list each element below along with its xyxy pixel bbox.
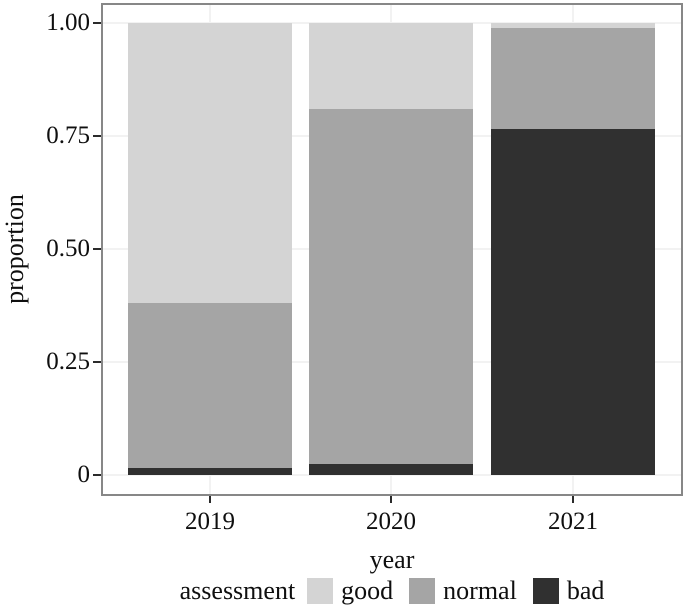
y-tick-mark — [93, 248, 101, 250]
bar-segment-2019-good — [128, 23, 292, 304]
y-tick-mark — [93, 361, 101, 363]
gridline-horizontal — [103, 474, 681, 476]
legend-item-normal: normal — [409, 576, 517, 606]
x-tick-mark — [390, 496, 392, 503]
legend-label-bad: bad — [566, 576, 605, 605]
legend-key-normal — [409, 578, 436, 604]
x-axis-title: year — [369, 545, 415, 574]
plot-panel — [101, 3, 683, 496]
x-tick-mark — [209, 496, 211, 503]
y-tick-mark — [93, 474, 101, 476]
y-tick-label: 0.25 — [46, 348, 90, 375]
bar-segment-2019-normal — [128, 303, 292, 469]
bar-segment-2020-bad — [309, 463, 473, 475]
bar-segment-2021-bad — [491, 129, 655, 475]
legend-item-good: good — [307, 576, 393, 606]
legend-key-bad — [532, 578, 559, 604]
legend-label-normal: normal — [443, 576, 517, 605]
x-tick-label: 2021 — [548, 508, 598, 535]
y-tick-mark — [93, 135, 101, 137]
y-tick-label: 0.75 — [46, 122, 90, 149]
x-tick-label: 2019 — [185, 508, 235, 535]
legend-title: assessment — [179, 576, 296, 605]
x-tick-label: 2020 — [366, 508, 416, 535]
bar-segment-2019-bad — [128, 468, 292, 475]
legend-label-good: good — [341, 576, 394, 605]
bar-segment-2020-normal — [309, 108, 473, 464]
bar-segment-2021-good — [491, 23, 655, 28]
y-tick-mark — [93, 22, 101, 24]
bar-segment-2020-good — [309, 23, 473, 109]
y-tick-label: 0 — [77, 461, 91, 488]
y-tick-label: 1.00 — [46, 9, 90, 36]
y-tick-label: 0.50 — [46, 235, 90, 262]
legend-key-good — [307, 578, 334, 604]
legend-item-bad: bad — [532, 576, 605, 606]
x-tick-mark — [572, 496, 574, 503]
bar-segment-2021-normal — [491, 27, 655, 130]
legend: assessment good normal bad — [101, 576, 683, 606]
